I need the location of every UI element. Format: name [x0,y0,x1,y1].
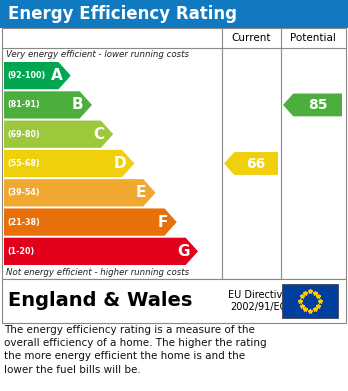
Polygon shape [4,91,92,118]
Polygon shape [4,179,156,206]
Text: EU Directive: EU Directive [228,290,288,300]
Text: Energy Efficiency Rating: Energy Efficiency Rating [8,5,237,23]
Polygon shape [4,238,198,265]
Text: (39-54): (39-54) [7,188,40,197]
Polygon shape [224,152,278,175]
Polygon shape [4,62,71,89]
Text: B: B [72,97,84,113]
Polygon shape [4,208,177,236]
Text: (69-80): (69-80) [7,130,40,139]
Text: E: E [136,185,147,200]
Text: England & Wales: England & Wales [8,292,192,310]
Bar [2,28,346,279]
Text: A: A [50,68,62,83]
Bar [282,284,338,318]
Polygon shape [4,120,113,148]
Text: Not energy efficient - higher running costs: Not energy efficient - higher running co… [6,268,189,277]
Text: Potential: Potential [290,33,336,43]
Text: (1-20): (1-20) [7,247,34,256]
Polygon shape [283,93,342,117]
Text: 85: 85 [308,98,327,112]
Bar [2,279,346,323]
Text: (21-38): (21-38) [7,217,40,226]
Text: 2002/91/EC: 2002/91/EC [230,302,286,312]
Text: D: D [114,156,126,171]
Text: Very energy efficient - lower running costs: Very energy efficient - lower running co… [6,50,189,59]
Text: (81-91): (81-91) [7,100,40,109]
Text: Current: Current [232,33,271,43]
Text: F: F [157,215,168,230]
Text: C: C [93,127,104,142]
Text: G: G [177,244,190,259]
Text: The energy efficiency rating is a measure of the
overall efficiency of a home. T: The energy efficiency rating is a measur… [4,325,267,375]
Text: (92-100): (92-100) [7,71,45,80]
Text: (55-68): (55-68) [7,159,40,168]
Bar [0,0,348,28]
Polygon shape [4,150,134,177]
Text: 66: 66 [246,156,266,170]
